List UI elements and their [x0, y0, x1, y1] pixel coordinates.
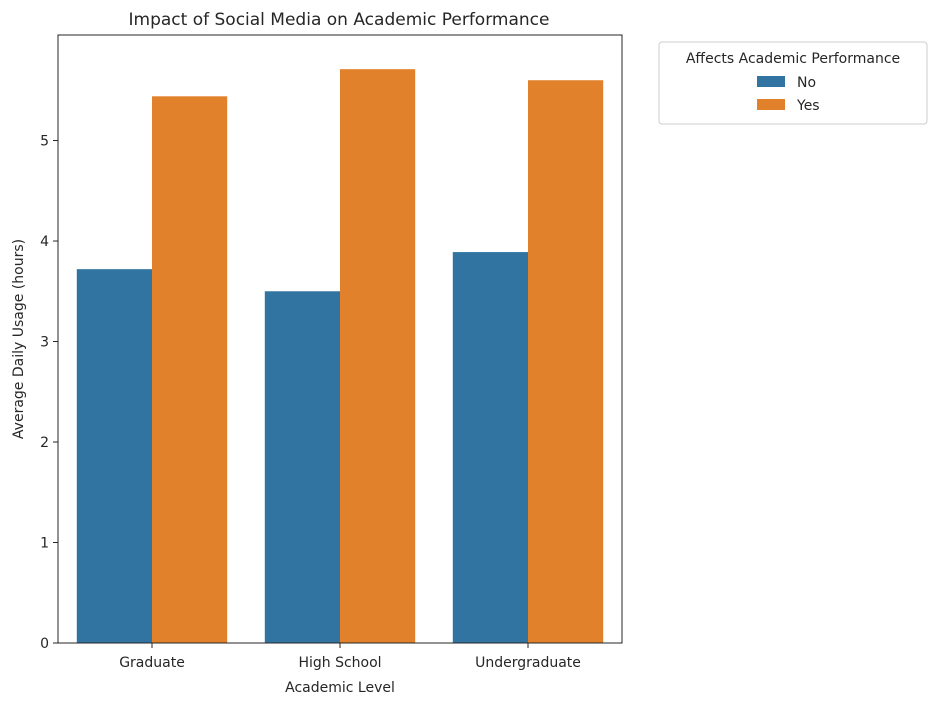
legend-swatch-yes — [757, 99, 785, 110]
bar-yes-graduate — [152, 96, 228, 643]
legend-label-yes: Yes — [796, 98, 820, 114]
x-tick-label: Undergraduate — [475, 655, 581, 671]
chart-title: Impact of Social Media on Academic Perfo… — [129, 10, 550, 30]
y-tick-label: 2 — [40, 435, 49, 451]
legend-items: No Yes — [757, 75, 820, 114]
bar-no-graduate — [76, 269, 152, 643]
y-tick-label: 4 — [40, 234, 49, 250]
bar-yes-undergraduate — [528, 80, 604, 643]
legend-swatch-no — [757, 76, 785, 87]
y-tick-label: 3 — [40, 335, 49, 351]
legend-title: Affects Academic Performance — [686, 51, 900, 67]
y-axis-ticks: 0 1 2 3 4 5 — [40, 134, 58, 652]
legend-label-no: No — [797, 75, 816, 91]
legend-box — [658, 41, 928, 125]
x-axis-label: Academic Level — [285, 680, 395, 696]
x-tick-label: High School — [298, 655, 381, 671]
x-tick-label: Graduate — [119, 655, 185, 671]
legend: Affects Academic Performance No Yes — [658, 41, 928, 125]
y-tick-label: 0 — [40, 636, 49, 652]
x-axis-ticks: Graduate High School Undergraduate — [119, 643, 581, 671]
bar-no-undergraduate — [452, 252, 528, 643]
y-tick-label: 1 — [40, 536, 49, 552]
y-tick-label: 5 — [40, 134, 49, 150]
bar-yes-high-school — [340, 69, 416, 644]
bar-no-high-school — [264, 291, 340, 643]
y-axis-label: Average Daily Usage (hours) — [11, 239, 27, 439]
bars-group — [76, 69, 604, 644]
